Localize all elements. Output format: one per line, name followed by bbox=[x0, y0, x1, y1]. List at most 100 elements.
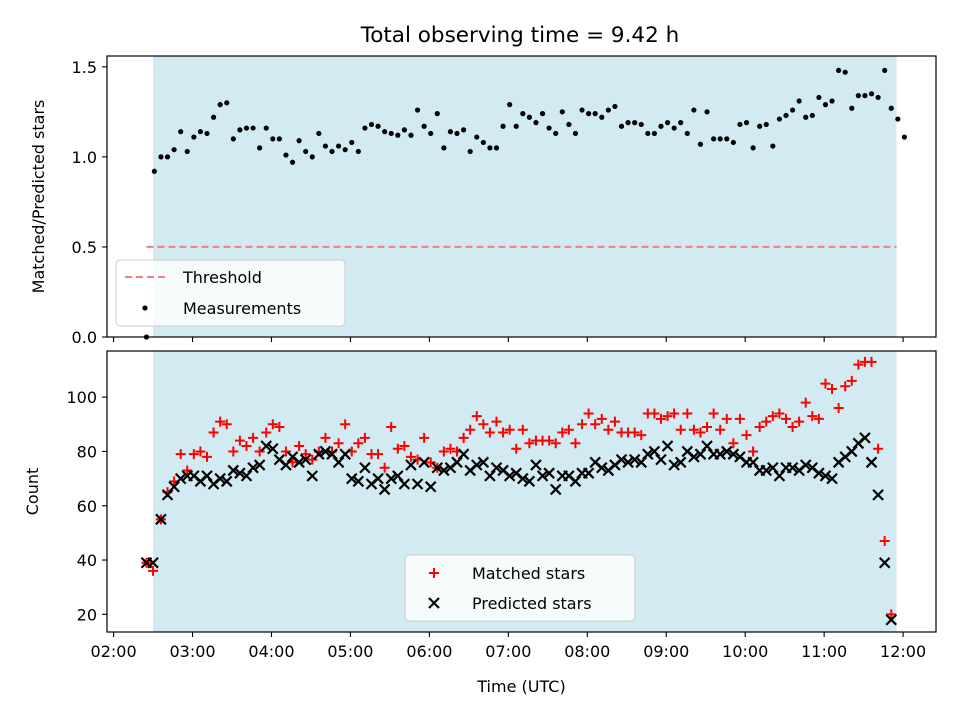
matched-star-marker bbox=[827, 384, 838, 395]
measurement-point bbox=[717, 136, 723, 142]
measurement-point bbox=[612, 103, 618, 110]
matched-star-marker bbox=[688, 424, 699, 435]
matched-star-marker bbox=[721, 413, 732, 424]
matched-star-marker bbox=[636, 430, 647, 441]
ratio-panel-frame bbox=[106, 55, 937, 338]
predicted-star-marker bbox=[569, 475, 582, 488]
measurement-point bbox=[237, 127, 243, 133]
measurement-point bbox=[625, 120, 631, 126]
matched-star-marker bbox=[655, 413, 666, 424]
measurement-point bbox=[500, 123, 506, 129]
predicted-star-marker bbox=[359, 461, 371, 474]
measurement-point bbox=[158, 154, 164, 160]
matched-star-marker bbox=[557, 427, 568, 438]
measurement-point bbox=[730, 139, 736, 146]
measurement-point bbox=[368, 121, 375, 128]
matched-star-marker bbox=[280, 446, 291, 457]
matched-star-marker bbox=[728, 438, 739, 449]
measurement-point bbox=[276, 136, 282, 142]
predicted-star-marker bbox=[385, 472, 398, 485]
matched-star-marker bbox=[550, 438, 561, 449]
predicted-star-marker bbox=[174, 472, 187, 485]
predicted-star-marker bbox=[615, 453, 628, 466]
predicted-star-marker bbox=[846, 445, 858, 458]
predicted-star-marker bbox=[648, 445, 661, 458]
predicted-star-marker bbox=[543, 467, 555, 479]
matched-star-marker bbox=[577, 419, 588, 430]
y-tick-label: 60 bbox=[77, 497, 97, 516]
matched-star-marker bbox=[748, 446, 759, 457]
predicted-star-marker bbox=[484, 470, 496, 482]
measurement-point bbox=[855, 93, 861, 99]
measurement-point bbox=[697, 141, 704, 147]
predicted-star-marker bbox=[457, 448, 470, 460]
matched-star-marker bbox=[682, 408, 693, 419]
measurement-point bbox=[507, 102, 513, 108]
matched-star-marker bbox=[175, 449, 186, 460]
measurement-point bbox=[421, 123, 427, 129]
matched-star-marker bbox=[333, 438, 344, 449]
measurement-point bbox=[441, 145, 447, 151]
x-tick-label: 06:00 bbox=[406, 642, 452, 661]
predicted-star-marker bbox=[431, 461, 444, 474]
x-tick-label: 02:00 bbox=[91, 642, 137, 661]
predicted-star-marker bbox=[220, 475, 233, 488]
measurement-point bbox=[230, 136, 236, 142]
predicted-star-marker bbox=[168, 480, 180, 493]
predicted-star-marker bbox=[490, 461, 503, 474]
measurement-point bbox=[303, 148, 309, 155]
predicted-star-marker bbox=[628, 453, 641, 466]
predicted-star-marker bbox=[470, 459, 483, 471]
measurement-point bbox=[178, 129, 184, 135]
measurement-point bbox=[704, 109, 710, 115]
matched-star-marker bbox=[471, 411, 482, 422]
predicted-star-marker bbox=[813, 467, 825, 479]
ratio-y-axis-label: Matched/Predicted stars bbox=[29, 100, 48, 294]
measurement-point bbox=[296, 138, 302, 144]
predicted-star-marker bbox=[714, 448, 726, 460]
measurement-point bbox=[434, 111, 440, 117]
measurement-point bbox=[651, 130, 658, 137]
measurement-point bbox=[658, 123, 664, 129]
matched-star-marker bbox=[392, 443, 403, 454]
matched-star-marker bbox=[715, 424, 726, 435]
measurement-point bbox=[184, 148, 190, 155]
matched-star-marker bbox=[675, 424, 686, 435]
predicted-star-marker bbox=[247, 461, 259, 474]
matched-star-marker bbox=[886, 609, 897, 620]
matched-star-marker bbox=[148, 565, 159, 576]
matched-star-marker bbox=[734, 413, 745, 424]
matched-star-marker bbox=[307, 454, 318, 465]
matched-star-marker bbox=[202, 451, 213, 462]
matched-star-marker bbox=[399, 441, 410, 452]
matched-star-marker bbox=[274, 422, 285, 433]
predicted-star-marker bbox=[253, 459, 266, 471]
matched-star-marker bbox=[669, 408, 680, 419]
matched-star-marker bbox=[379, 462, 390, 473]
predicted-star-marker bbox=[688, 451, 700, 463]
matched-star-marker bbox=[228, 446, 239, 457]
measurement-point bbox=[684, 130, 690, 137]
measurement-point bbox=[204, 130, 210, 137]
predicted-star-marker bbox=[642, 448, 654, 460]
matched-star-marker bbox=[820, 378, 831, 389]
measurement-point bbox=[210, 114, 217, 120]
ratio-y-axis: 0.0 0.5 1.0 1.5 bbox=[72, 58, 107, 347]
matched-star-marker bbox=[445, 443, 456, 454]
predicted-star-marker bbox=[760, 464, 773, 477]
measurement-point bbox=[757, 123, 763, 129]
measurement-point bbox=[414, 107, 421, 113]
measurement-point bbox=[862, 93, 868, 99]
legend-box bbox=[404, 554, 636, 622]
figure-title: Total observing time = 9.42 h bbox=[360, 23, 680, 48]
predicted-star-marker bbox=[885, 614, 898, 626]
measurement-point bbox=[257, 145, 263, 151]
predicted-star-marker bbox=[147, 556, 159, 569]
y-tick-label: 40 bbox=[77, 551, 97, 570]
predicted-star-marker bbox=[378, 483, 391, 496]
measurement-point bbox=[618, 123, 625, 129]
measurement-point bbox=[335, 143, 342, 149]
measurement-point bbox=[191, 134, 197, 140]
predicted-star-marker bbox=[240, 470, 253, 482]
matched-star-marker bbox=[866, 356, 877, 367]
